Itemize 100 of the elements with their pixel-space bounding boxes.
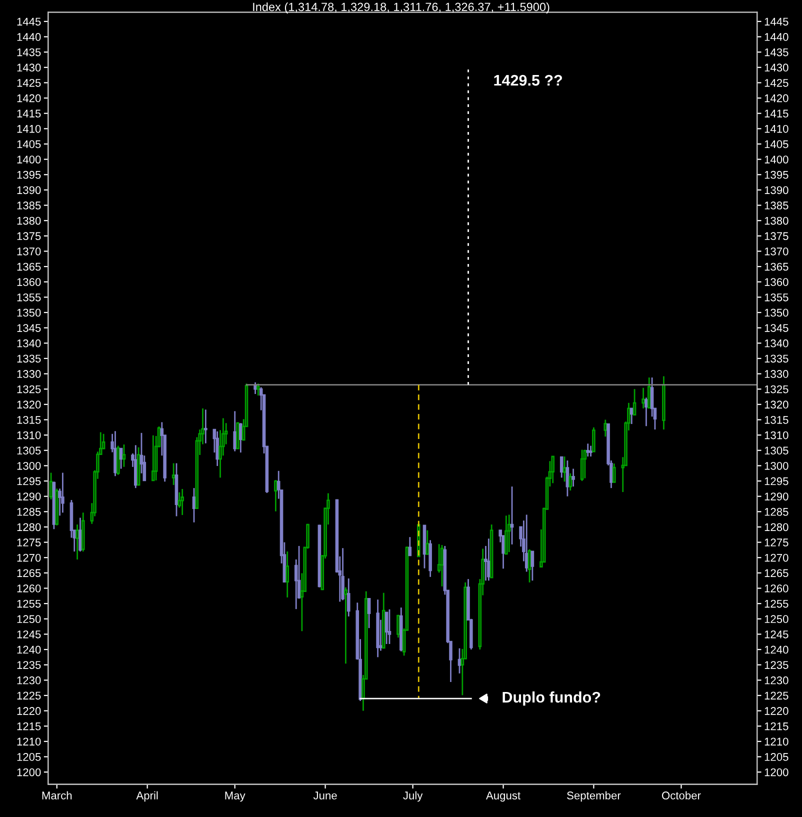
y-tick-label: 1435 — [17, 48, 41, 56]
x-tick-label: March — [42, 791, 72, 800]
y-tick-label: 1350 — [17, 308, 41, 317]
y2-tick-label: 1355 — [764, 293, 788, 302]
y-tick-label: 1415 — [17, 110, 41, 118]
candlestick — [233, 410, 236, 452]
x-tick-label: July — [403, 791, 423, 802]
y2-tick-label: 1250 — [764, 615, 788, 624]
y2-tick-label: 1225 — [764, 692, 788, 700]
y-tick-label: 1345 — [17, 324, 41, 332]
candlestick — [122, 444, 126, 468]
y-tick-label: 1270 — [17, 554, 41, 562]
candlestick — [572, 468, 575, 488]
x-tick-label: May — [225, 792, 246, 802]
y2-tick-label: 1305 — [764, 446, 788, 455]
y2-tick-label: 1210 — [764, 738, 788, 746]
y2-tick-label: 1340 — [764, 339, 788, 348]
y2-tick-label: 1375 — [764, 232, 788, 240]
x-tick-label: August — [486, 792, 520, 802]
candlestick — [216, 430, 219, 467]
candlestick — [528, 548, 532, 584]
x-tick-label: June — [313, 792, 337, 800]
annotation: Duplo fundo? — [502, 691, 600, 706]
candlestick — [119, 448, 123, 470]
y-tick-label: 1300 — [17, 462, 41, 470]
candlestick — [286, 550, 290, 598]
annotation: 1429.5 ?? — [494, 74, 562, 86]
y2-tick-label: 1405 — [764, 140, 788, 148]
y2-tick-label: 1335 — [764, 354, 788, 363]
candlestick — [346, 578, 350, 618]
candlestick — [560, 456, 564, 478]
y-tick-label: 1295 — [17, 477, 41, 486]
candlestick — [458, 648, 462, 674]
y2-tick-label: 1390 — [764, 186, 788, 194]
candlestick — [239, 422, 242, 454]
y-tick-label: 1420 — [17, 94, 41, 102]
y-tick-label: 1260 — [17, 584, 41, 592]
candlestick — [604, 419, 608, 438]
y2-tick-label: 1310 — [764, 431, 788, 440]
y2-tick-label: 1205 — [764, 753, 788, 761]
y-tick-label: 1430 — [17, 64, 41, 72]
y2-tick-label: 1280 — [764, 523, 788, 532]
y-tick-label: 1330 — [17, 370, 41, 378]
y-tick-label: 1440 — [17, 33, 41, 41]
candlestick — [114, 430, 117, 477]
y-tick-label: 1305 — [17, 446, 41, 455]
y-tick-label: 1355 — [17, 293, 41, 302]
y-tick-label: 1315 — [17, 416, 41, 424]
y2-tick-label: 1200 — [764, 768, 788, 776]
x-tick-label: October — [662, 791, 701, 800]
candlestick — [632, 388, 636, 416]
candlestick — [487, 538, 490, 582]
y2-tick-label: 1230 — [764, 676, 788, 684]
candlestick — [551, 456, 554, 484]
y-tick-label: 1405 — [17, 140, 41, 148]
candlestick — [644, 396, 648, 427]
x-tick-label: September — [567, 791, 621, 802]
y2-tick-label: 1445 — [764, 18, 788, 26]
candlestick — [647, 376, 651, 408]
y-tick-label: 1410 — [17, 124, 41, 133]
candlestick — [204, 408, 208, 444]
y-tick-label: 1265 — [17, 569, 41, 578]
y2-tick-label: 1420 — [764, 94, 788, 102]
y2-tick-label: 1240 — [764, 646, 788, 654]
y2-tick-label: 1265 — [764, 569, 788, 578]
y2-tick-label: 1235 — [764, 661, 788, 669]
candlestick — [344, 586, 348, 664]
y2-tick-label: 1325 — [764, 385, 788, 394]
y2-tick-label: 1320 — [764, 400, 788, 409]
y-tick-label: 1370 — [17, 247, 41, 256]
candlestick — [274, 479, 278, 512]
candlestick — [586, 442, 590, 458]
y2-tick-label: 1330 — [764, 370, 788, 378]
candlestick — [367, 598, 371, 629]
candlestick — [580, 449, 584, 482]
y2-tick-label: 1425 — [764, 78, 788, 87]
candlestick — [180, 488, 184, 516]
candlestick — [630, 408, 634, 425]
y-tick-label: 1390 — [17, 186, 41, 194]
candlestick — [507, 514, 511, 553]
candlestick — [78, 517, 82, 552]
candlestick — [396, 614, 400, 638]
candlestick — [589, 445, 592, 458]
y2-tick-label: 1220 — [764, 707, 788, 715]
y2-tick-label: 1300 — [764, 462, 788, 470]
y-tick-label: 1385 — [17, 202, 41, 210]
y2-tick-label: 1260 — [764, 584, 788, 592]
y-tick-label: 1285 — [17, 508, 41, 516]
y2-tick-label: 1415 — [764, 110, 788, 118]
y-tick-label: 1280 — [17, 523, 41, 532]
y2-tick-label: 1275 — [764, 538, 788, 546]
candlestick — [592, 426, 596, 452]
candlestick — [612, 462, 616, 483]
y2-tick-label: 1385 — [764, 202, 788, 210]
y2-tick-label: 1290 — [764, 492, 788, 500]
y-tick-label: 1200 — [17, 768, 41, 776]
y2-tick-label: 1400 — [764, 156, 788, 164]
y-tick-label: 1340 — [17, 339, 41, 348]
y-tick-label: 1230 — [17, 676, 41, 684]
chart-title: Index (1,314.78, 1,329.18, 1,311.76, 1,326.37, +11.5900) — [253, 2, 550, 14]
